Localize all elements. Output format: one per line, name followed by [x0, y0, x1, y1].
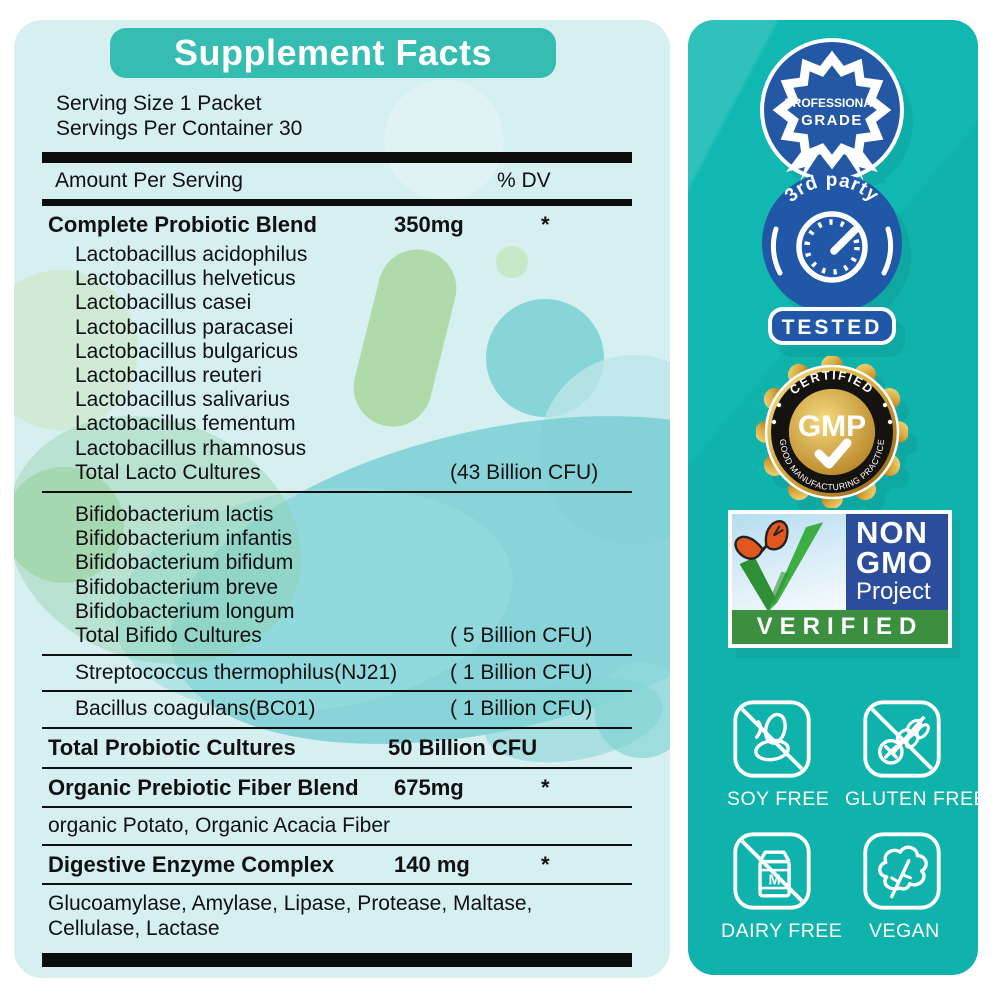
list-item: Lactobacillus acidophilus — [75, 243, 308, 266]
list-item: Lactobacillus helveticus — [75, 267, 296, 291]
divider — [42, 654, 632, 657]
enzyme-dv: * — [541, 851, 550, 877]
list-item: Lactobacillus fementum — [75, 412, 296, 436]
list-item: Bifidobacterium breve — [75, 575, 279, 599]
grade-text: GRADE — [801, 112, 863, 129]
enzyme-amount: 140 mg — [394, 851, 470, 877]
soy-free-label: SOY FREE — [727, 788, 830, 810]
enzyme-complex-row: Digestive Enzyme Complex 140 mg * — [42, 846, 632, 883]
probiotic-blend-amount: 350mg — [394, 212, 464, 237]
thick-divider-top — [42, 152, 632, 163]
supplement-facts-label: Supplement Facts Serving Size 1 Packet S… — [14, 20, 670, 978]
prebiotic-name: Organic Prebiotic Fiber Blend — [48, 774, 359, 800]
gmp-certified-badge-icon: CERTIFIED GOOD MANUFACTURING PRACTICE GM… — [756, 356, 908, 508]
total-probiotic-row: Total Probiotic Cultures 50 Billion CFU — [42, 729, 632, 767]
supplement-facts-title: Supplement Facts — [110, 28, 556, 78]
verified-band: VERIFIED — [732, 610, 948, 644]
divider — [42, 690, 632, 693]
prebiotic-fiber-row: Organic Prebiotic Fiber Blend 675mg * — [42, 769, 632, 806]
third-party-tested-badge-icon: 3rd party TESTED — [762, 170, 902, 345]
divider — [42, 805, 632, 808]
list-item: Lactobacillus reuteri — [75, 364, 262, 388]
serving-size: Serving Size 1 Packet — [56, 92, 262, 115]
prebiotic-dv: * — [541, 774, 550, 800]
gmo-text: GMO — [856, 545, 934, 580]
divider — [42, 766, 632, 769]
servings-per-container: Servings Per Container 30 — [56, 117, 303, 140]
non-gmo-text-block: NON GMO Project — [846, 514, 948, 610]
total-probiotic-value: 50 Billion CFU — [388, 734, 538, 760]
daily-value-footnote: *Daily value not established — [42, 967, 632, 978]
project-text: Project — [856, 578, 931, 605]
list-item: Bifidobacterium longum — [75, 599, 295, 623]
list-item: Lactobacillus salivarius — [75, 388, 290, 412]
bifido-culture-list: Bifidobacterium lactis Bifidobacterium i… — [42, 493, 632, 624]
total-lacto-row: Total Lacto Cultures (43 Billion CFU) — [42, 461, 632, 491]
thick-divider-2 — [42, 199, 632, 206]
divider — [42, 726, 632, 729]
probiotic-blend-row: Complete Probiotic Blend 350mg * — [42, 206, 632, 243]
amount-per-serving-header: Amount Per Serving — [55, 169, 243, 192]
list-item: Bifidobacterium bifidum — [75, 551, 294, 575]
list-item: Bifidobacterium infantis — [75, 527, 293, 551]
prebiotic-amount: 675mg — [394, 774, 464, 800]
list-item: Lactobacillus rhamnosus — [75, 436, 307, 460]
list-item: Bifidobacterium lactis — [75, 503, 274, 527]
lacto-culture-list: Lactobacillus acidophilus Lactobacillus … — [42, 243, 632, 461]
list-item: Lactobacillus casei — [75, 291, 252, 315]
streptococcus-name: Streptococcus thermophilus(NJ21) — [75, 661, 398, 685]
list-item: Lactobacillus bulgaricus — [75, 339, 298, 363]
enzyme-detail: Glucoamylase, Amylase, Lipase, Protease,… — [48, 891, 533, 940]
total-lacto-value: (43 Billion CFU) — [450, 460, 599, 484]
percent-dv-header: % DV — [497, 169, 551, 192]
prebiotic-detail: organic Potato, Organic Acacia Fiber — [48, 813, 391, 837]
gmp-text: GMP — [798, 410, 866, 443]
soy-free-icon — [733, 700, 811, 778]
probiotic-blend-dv: * — [541, 212, 550, 237]
total-lacto-name: Total Lacto Cultures — [75, 460, 261, 484]
professional-text: PROFESSIONAL — [785, 96, 880, 110]
professional-grade-badge-icon: PROFESSIONAL GRADE — [760, 38, 904, 182]
certification-badge-panel: PROFESSIONAL GRADE 3rd party TESTED — [688, 20, 978, 975]
total-bifido-value: ( 5 Billion CFU) — [450, 624, 593, 648]
bacillus-row: Bacillus coagulans(BC01) ( 1 Billion CFU… — [42, 692, 632, 726]
vegan-icon — [863, 832, 941, 910]
thick-divider-bottom — [42, 952, 632, 967]
dairy-free-icon: M — [733, 832, 811, 910]
gluten-free-icon — [863, 700, 941, 778]
total-bifido-name: Total Bifido Cultures — [75, 624, 262, 648]
non-gmo-verified-badge: NON GMO Project VERIFIED — [728, 510, 952, 648]
dairy-free-label: DAIRY FREE — [721, 920, 843, 942]
bacillus-value: ( 1 Billion CFU) — [450, 697, 593, 721]
streptococcus-row: Streptococcus thermophilus(NJ21) ( 1 Bil… — [42, 656, 632, 690]
gluten-free-label: GLUTEN FREE — [845, 788, 978, 810]
probiotic-blend-name: Complete Probiotic Blend — [48, 212, 317, 237]
tested-text: TESTED — [782, 316, 883, 339]
non-text: NON — [856, 515, 928, 550]
total-bifido-row: Total Bifido Cultures ( 5 Billion CFU) — [42, 624, 632, 654]
list-item: Lactobacillus paracasei — [75, 315, 294, 339]
divider — [42, 491, 632, 494]
streptococcus-value: ( 1 Billion CFU) — [450, 661, 593, 685]
bacillus-name: Bacillus coagulans(BC01) — [75, 697, 316, 721]
enzyme-name: Digestive Enzyme Complex — [48, 851, 335, 877]
divider — [42, 882, 632, 885]
total-probiotic-name: Total Probiotic Cultures — [48, 734, 296, 760]
divider — [42, 843, 632, 846]
vegan-label: VEGAN — [869, 920, 940, 942]
non-gmo-butterfly-art — [732, 514, 846, 610]
